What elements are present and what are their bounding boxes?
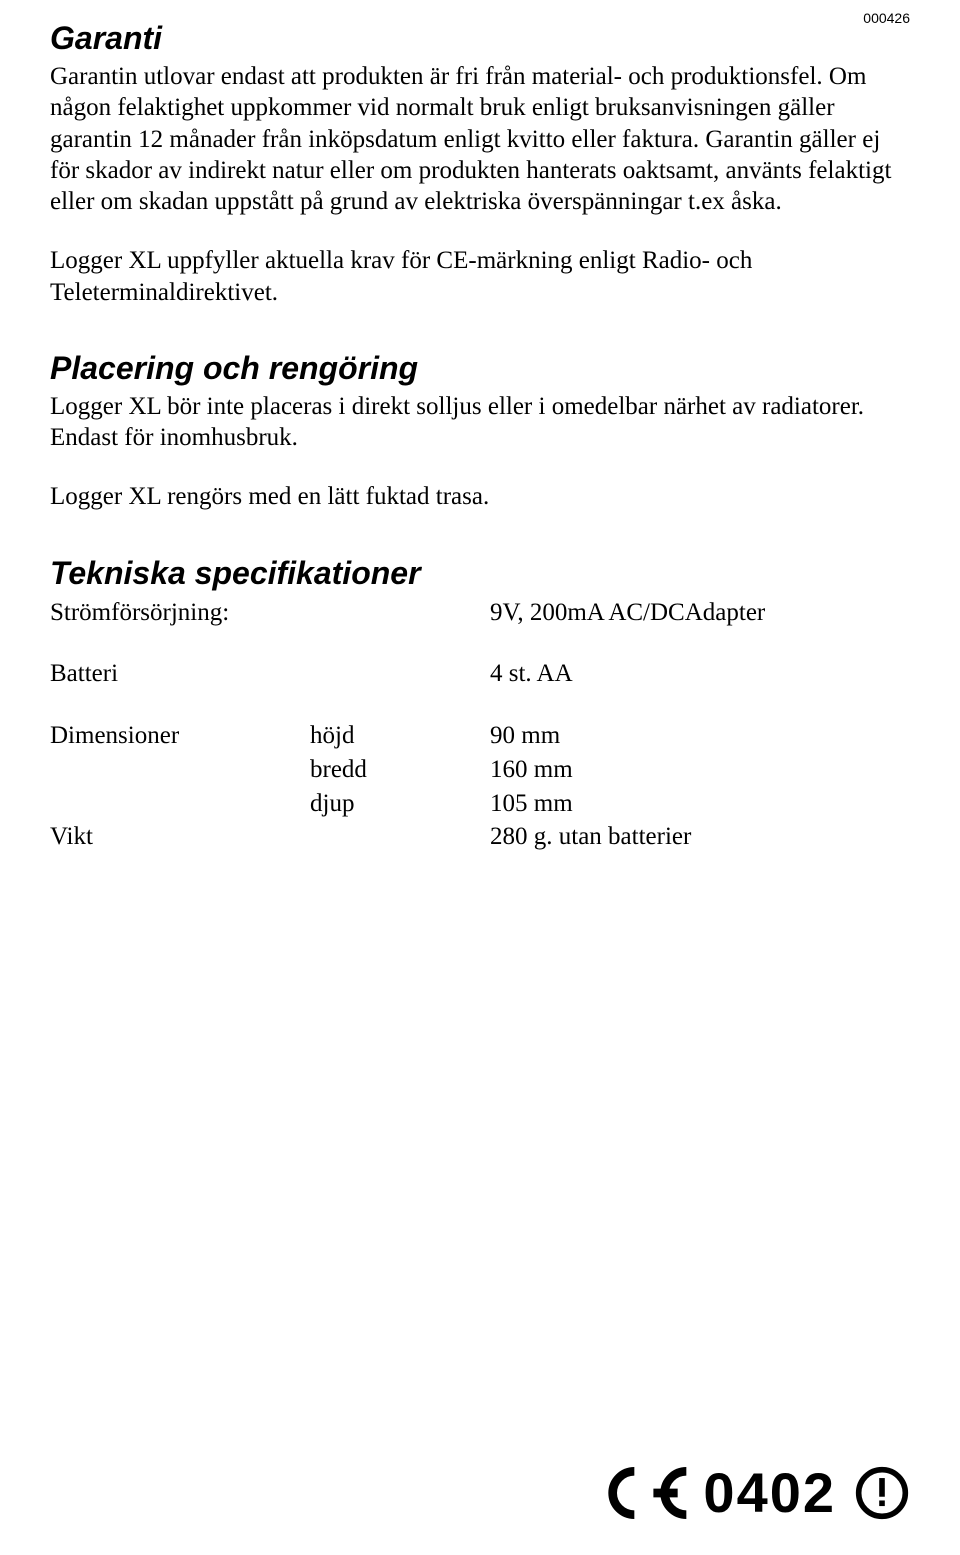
alert-icon <box>854 1465 910 1521</box>
spec-value: 105 mm <box>490 787 910 821</box>
spec-mid: bredd <box>310 753 490 787</box>
spec-label <box>50 787 310 821</box>
spec-row-weight: Vikt 280 g. utan batterier <box>50 820 910 854</box>
section-title-tekniska: Tekniska specifikationer <box>50 555 910 592</box>
spec-table: Strömförsörjning: 9V, 200mA AC/DCAdapter… <box>50 596 910 855</box>
document-page: 000426 Garanti Garantin utlovar endast a… <box>0 0 960 1555</box>
ce-mark: 0402 <box>591 1460 836 1525</box>
spec-label: Strömförsörjning: <box>50 596 310 630</box>
paragraph: Logger XL uppfyller aktuella krav för CE… <box>50 245 910 308</box>
spec-value: 9V, 200mA AC/DCAdapter <box>490 596 910 630</box>
spec-row-dim-depth: djup 105 mm <box>50 787 910 821</box>
spec-label: Vikt <box>50 820 310 854</box>
spec-row-dim-width: bredd 160 mm <box>50 753 910 787</box>
ce-number: 0402 <box>703 1460 836 1525</box>
spec-mid: höjd <box>310 719 490 753</box>
spec-value: 280 g. utan batterier <box>490 820 910 854</box>
document-code: 000426 <box>863 10 910 26</box>
spec-mid <box>310 820 490 854</box>
spec-label: Dimensioner <box>50 719 310 753</box>
spec-row-power: Strömförsörjning: 9V, 200mA AC/DCAdapter <box>50 596 910 630</box>
paragraph: Logger XL rengörs med en lätt fuktad tra… <box>50 481 910 512</box>
spec-mid: djup <box>310 787 490 821</box>
spec-value: 4 st. AA <box>490 657 910 691</box>
section-title-placering: Placering och rengöring <box>50 350 910 387</box>
section-title-garanti: Garanti <box>50 20 910 57</box>
paragraph: Logger XL bör inte placeras i direkt sol… <box>50 391 910 454</box>
spec-row-battery: Batteri 4 st. AA <box>50 657 910 691</box>
spec-mid <box>310 596 490 630</box>
spec-mid <box>310 657 490 691</box>
spec-value: 90 mm <box>490 719 910 753</box>
spec-label: Batteri <box>50 657 310 691</box>
spec-row-dim-height: Dimensioner höjd 90 mm <box>50 719 910 753</box>
spec-value: 160 mm <box>490 753 910 787</box>
paragraph: Garantin utlovar endast att produkten är… <box>50 61 910 217</box>
footer-marking: 0402 <box>591 1460 910 1525</box>
ce-icon <box>591 1467 695 1519</box>
spec-label <box>50 753 310 787</box>
